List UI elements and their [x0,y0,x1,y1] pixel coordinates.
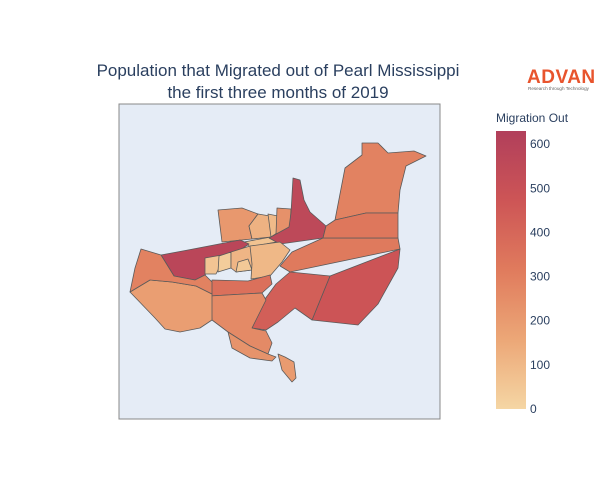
region-far-west-wedge [129,248,213,295]
colorbar-tick-label: 300 [530,270,550,284]
colorbar-tick-label: 0 [530,402,537,416]
colorbar: Migration Out 0 100 200 300 400 500 600 [496,111,569,416]
colorbar-tick-label: 500 [530,181,550,195]
logo-tagline: Research through Technology [528,86,590,91]
colorbar-tick-label: 200 [530,314,550,328]
colorbar-ticks: 0 100 200 300 400 500 600 [530,137,550,416]
colorbar-title: Migration Out [496,111,569,125]
region-south-tip [277,353,297,383]
colorbar-tick-label: 400 [530,225,550,239]
map-title-line-2: the first three months of 2019 [167,83,388,102]
region-central-mid [249,241,291,280]
colorbar-tick-label: 600 [530,137,550,151]
map-title-line-1: Population that Migrated out of Pearl Mi… [97,61,460,80]
region-central-west-1 [204,254,223,275]
advan-logo: ADVAN Research through Technology [527,67,596,91]
region-south-central [209,292,273,355]
colorbar-gradient [496,131,526,409]
map-regions [129,142,427,383]
region-south-central-east [251,271,331,331]
region-east-top [322,212,399,239]
logo-wordmark: ADVAN [527,67,596,88]
colorbar-tick-label: 100 [530,358,550,372]
region-south-west-coast [227,331,277,362]
